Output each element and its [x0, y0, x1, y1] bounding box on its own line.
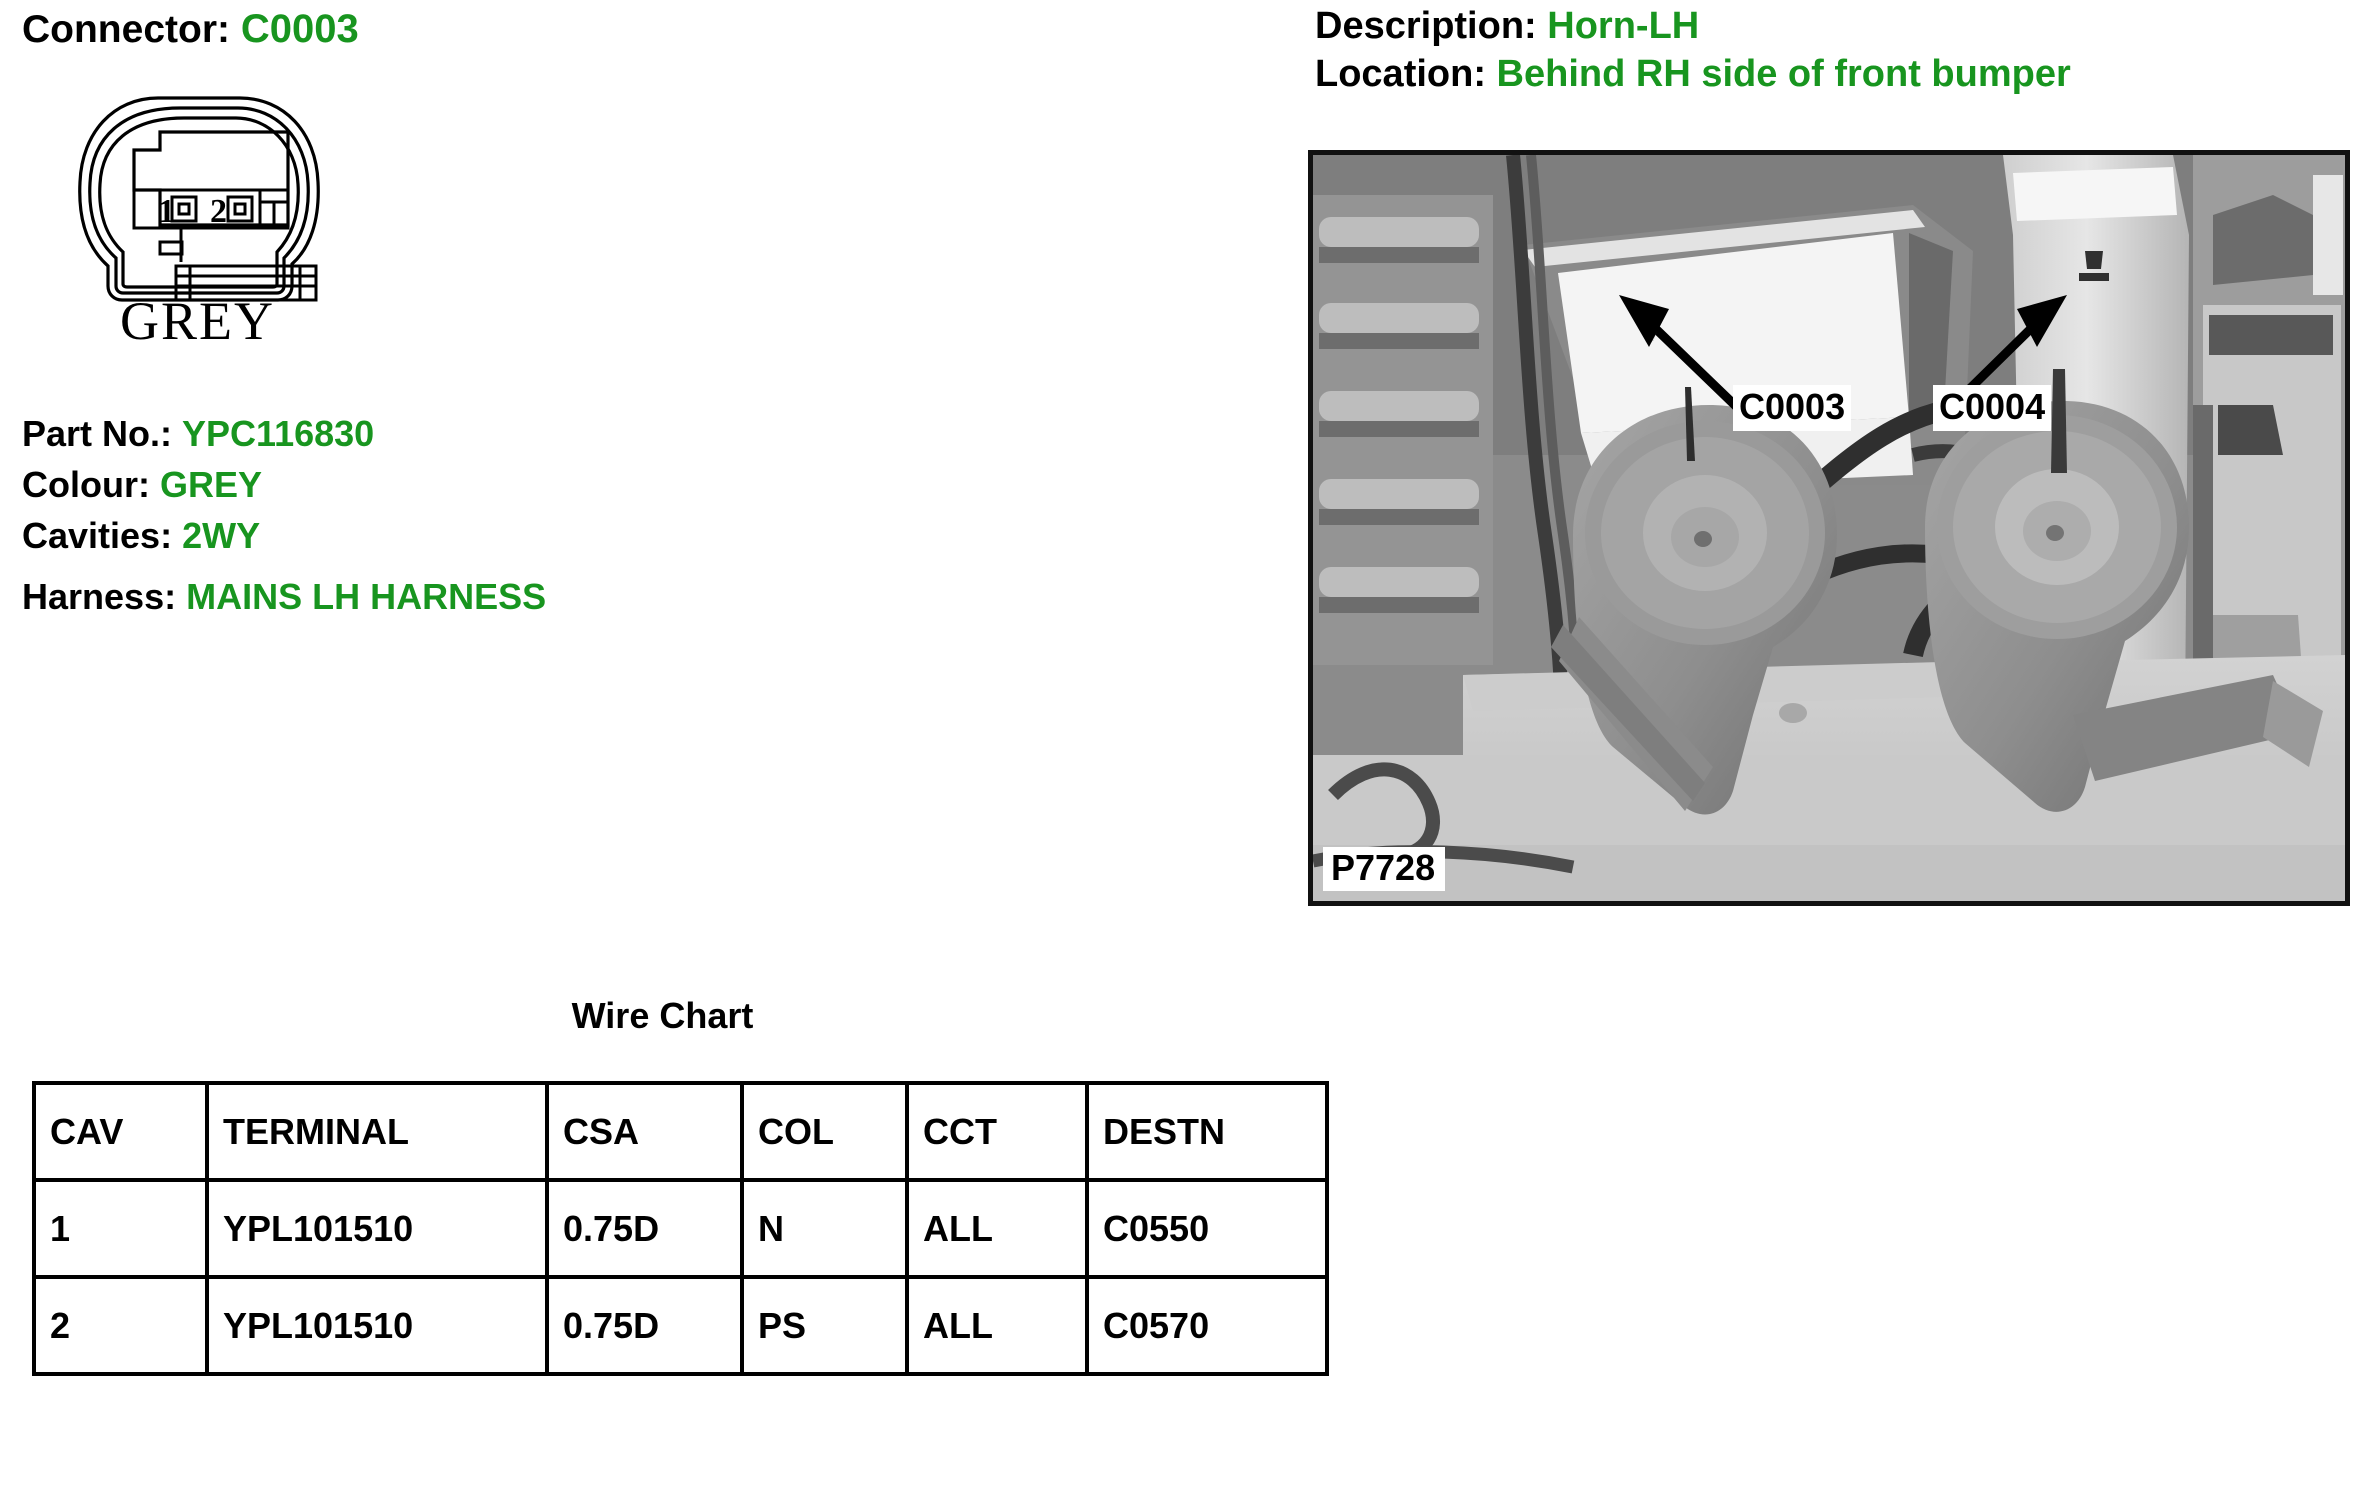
- cell-destn: C0570: [1085, 1275, 1329, 1376]
- cell-cav: 2: [32, 1275, 209, 1376]
- col-header-csa: CSA: [545, 1081, 744, 1182]
- table-header-row: CAV TERMINAL CSA COL CCT DESTN: [32, 1081, 1329, 1182]
- pin-label-2: 2: [210, 193, 227, 230]
- connector-attributes: Part No.: YPC116830 Colour: GREY Cavitie…: [22, 408, 546, 622]
- col-header-destn: DESTN: [1085, 1081, 1329, 1182]
- cell-terminal: YPL101510: [205, 1178, 549, 1279]
- photo-callout-c0004: C0004: [1933, 385, 2052, 431]
- connector-colour-caption: GREY: [120, 291, 275, 351]
- part-no-value: YPC116830: [182, 413, 375, 454]
- wire-chart-table: CAV TERMINAL CSA COL CCT DESTN 1 YPL1015…: [32, 1081, 1329, 1376]
- attr-harness: Harness: MAINS LH HARNESS: [22, 571, 546, 622]
- cavities-value: 2WY: [182, 515, 261, 556]
- location-value: Behind RH side of front bumper: [1496, 53, 2071, 95]
- wire-chart-table-wrap: CAV TERMINAL CSA COL CCT DESTN 1 YPL1015…: [32, 1081, 1329, 1376]
- location-heading: Location: Behind RH side of front bumper: [1315, 52, 2071, 97]
- connector-label: Connector:: [22, 8, 230, 51]
- wire-chart-title: Wire Chart: [571, 995, 754, 1036]
- cell-cct: ALL: [905, 1275, 1089, 1376]
- description-label: Description:: [1315, 5, 1537, 47]
- cell-destn: C0550: [1085, 1178, 1329, 1279]
- cell-cav: 1: [32, 1178, 209, 1279]
- cell-terminal: YPL101510: [205, 1275, 549, 1376]
- attr-cavities: Cavities: 2WY: [22, 510, 546, 561]
- table-row: 2 YPL101510 0.75D PS ALL C0570: [32, 1275, 1329, 1376]
- part-no-label: Part No.:: [22, 413, 173, 454]
- connector-value: C0003: [240, 7, 359, 51]
- table-row: 1 YPL101510 0.75D N ALL C0550: [32, 1178, 1329, 1279]
- colour-label: Colour:: [22, 464, 150, 505]
- connector-face-diagram: 1 2: [60, 90, 340, 330]
- attr-colour: Colour: GREY: [22, 459, 546, 510]
- colour-value: GREY: [159, 464, 263, 505]
- harness-label: Harness:: [22, 576, 177, 617]
- description-heading: Description: Horn-LH: [1315, 4, 1699, 49]
- photo-callout-c0003: C0003: [1733, 385, 1852, 431]
- cell-col: PS: [740, 1275, 909, 1376]
- col-header-terminal: TERMINAL: [205, 1081, 549, 1182]
- photo-id-label: P7728: [1323, 847, 1446, 891]
- cell-col: N: [740, 1178, 909, 1279]
- cavities-label: Cavities:: [22, 515, 173, 556]
- location-photo-graphic: [1313, 155, 2345, 901]
- harness-value: MAINS LH HARNESS: [186, 576, 547, 617]
- attr-part-no: Part No.: YPC116830: [22, 408, 546, 459]
- location-label: Location:: [1315, 53, 1486, 95]
- connector-outline-svg: 1 2: [78, 96, 320, 302]
- cell-csa: 0.75D: [545, 1178, 744, 1279]
- col-header-cct: CCT: [905, 1081, 1089, 1182]
- cell-cct: ALL: [905, 1178, 1089, 1279]
- cell-csa: 0.75D: [545, 1275, 744, 1376]
- col-header-col: COL: [740, 1081, 909, 1182]
- location-photo: C0003 C0004 P7728: [1308, 150, 2350, 906]
- pin-label-1: 1: [158, 193, 175, 230]
- connector-heading: Connector: C0003: [22, 6, 359, 53]
- description-value: Horn-LH: [1547, 5, 1700, 47]
- col-header-cav: CAV: [32, 1081, 209, 1182]
